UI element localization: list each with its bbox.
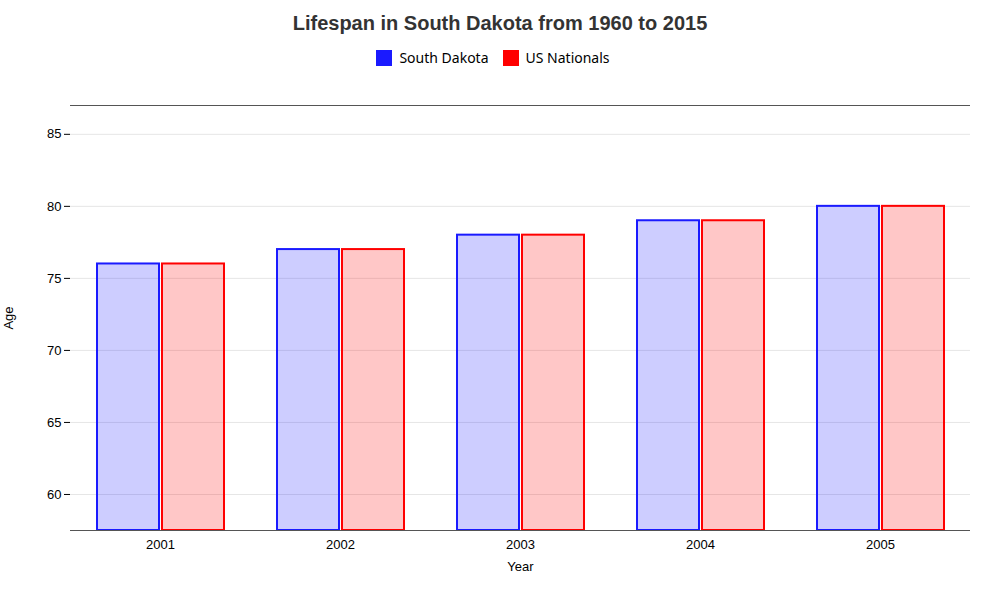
svg-text:60: 60 (47, 487, 61, 502)
svg-text:65: 65 (47, 415, 61, 430)
svg-text:2001: 2001 (146, 537, 175, 552)
svg-text:85: 85 (47, 126, 61, 141)
svg-text:2003: 2003 (506, 537, 535, 552)
svg-text:Age: Age (1, 306, 16, 329)
svg-text:2004: 2004 (686, 537, 715, 552)
svg-text:70: 70 (47, 343, 61, 358)
svg-text:Year: Year (507, 559, 534, 574)
svg-text:2002: 2002 (326, 537, 355, 552)
svg-text:80: 80 (47, 199, 61, 214)
svg-text:2005: 2005 (866, 537, 895, 552)
html-text:South Dakota: South Dakota (399, 48, 489, 67)
svg-text:75: 75 (47, 271, 61, 286)
html-text:US Nationals: US Nationals (525, 48, 610, 67)
html-text:Lifespan in South Dakota from: Lifespan in South Dakota from 1960 to 20… (292, 12, 708, 34)
